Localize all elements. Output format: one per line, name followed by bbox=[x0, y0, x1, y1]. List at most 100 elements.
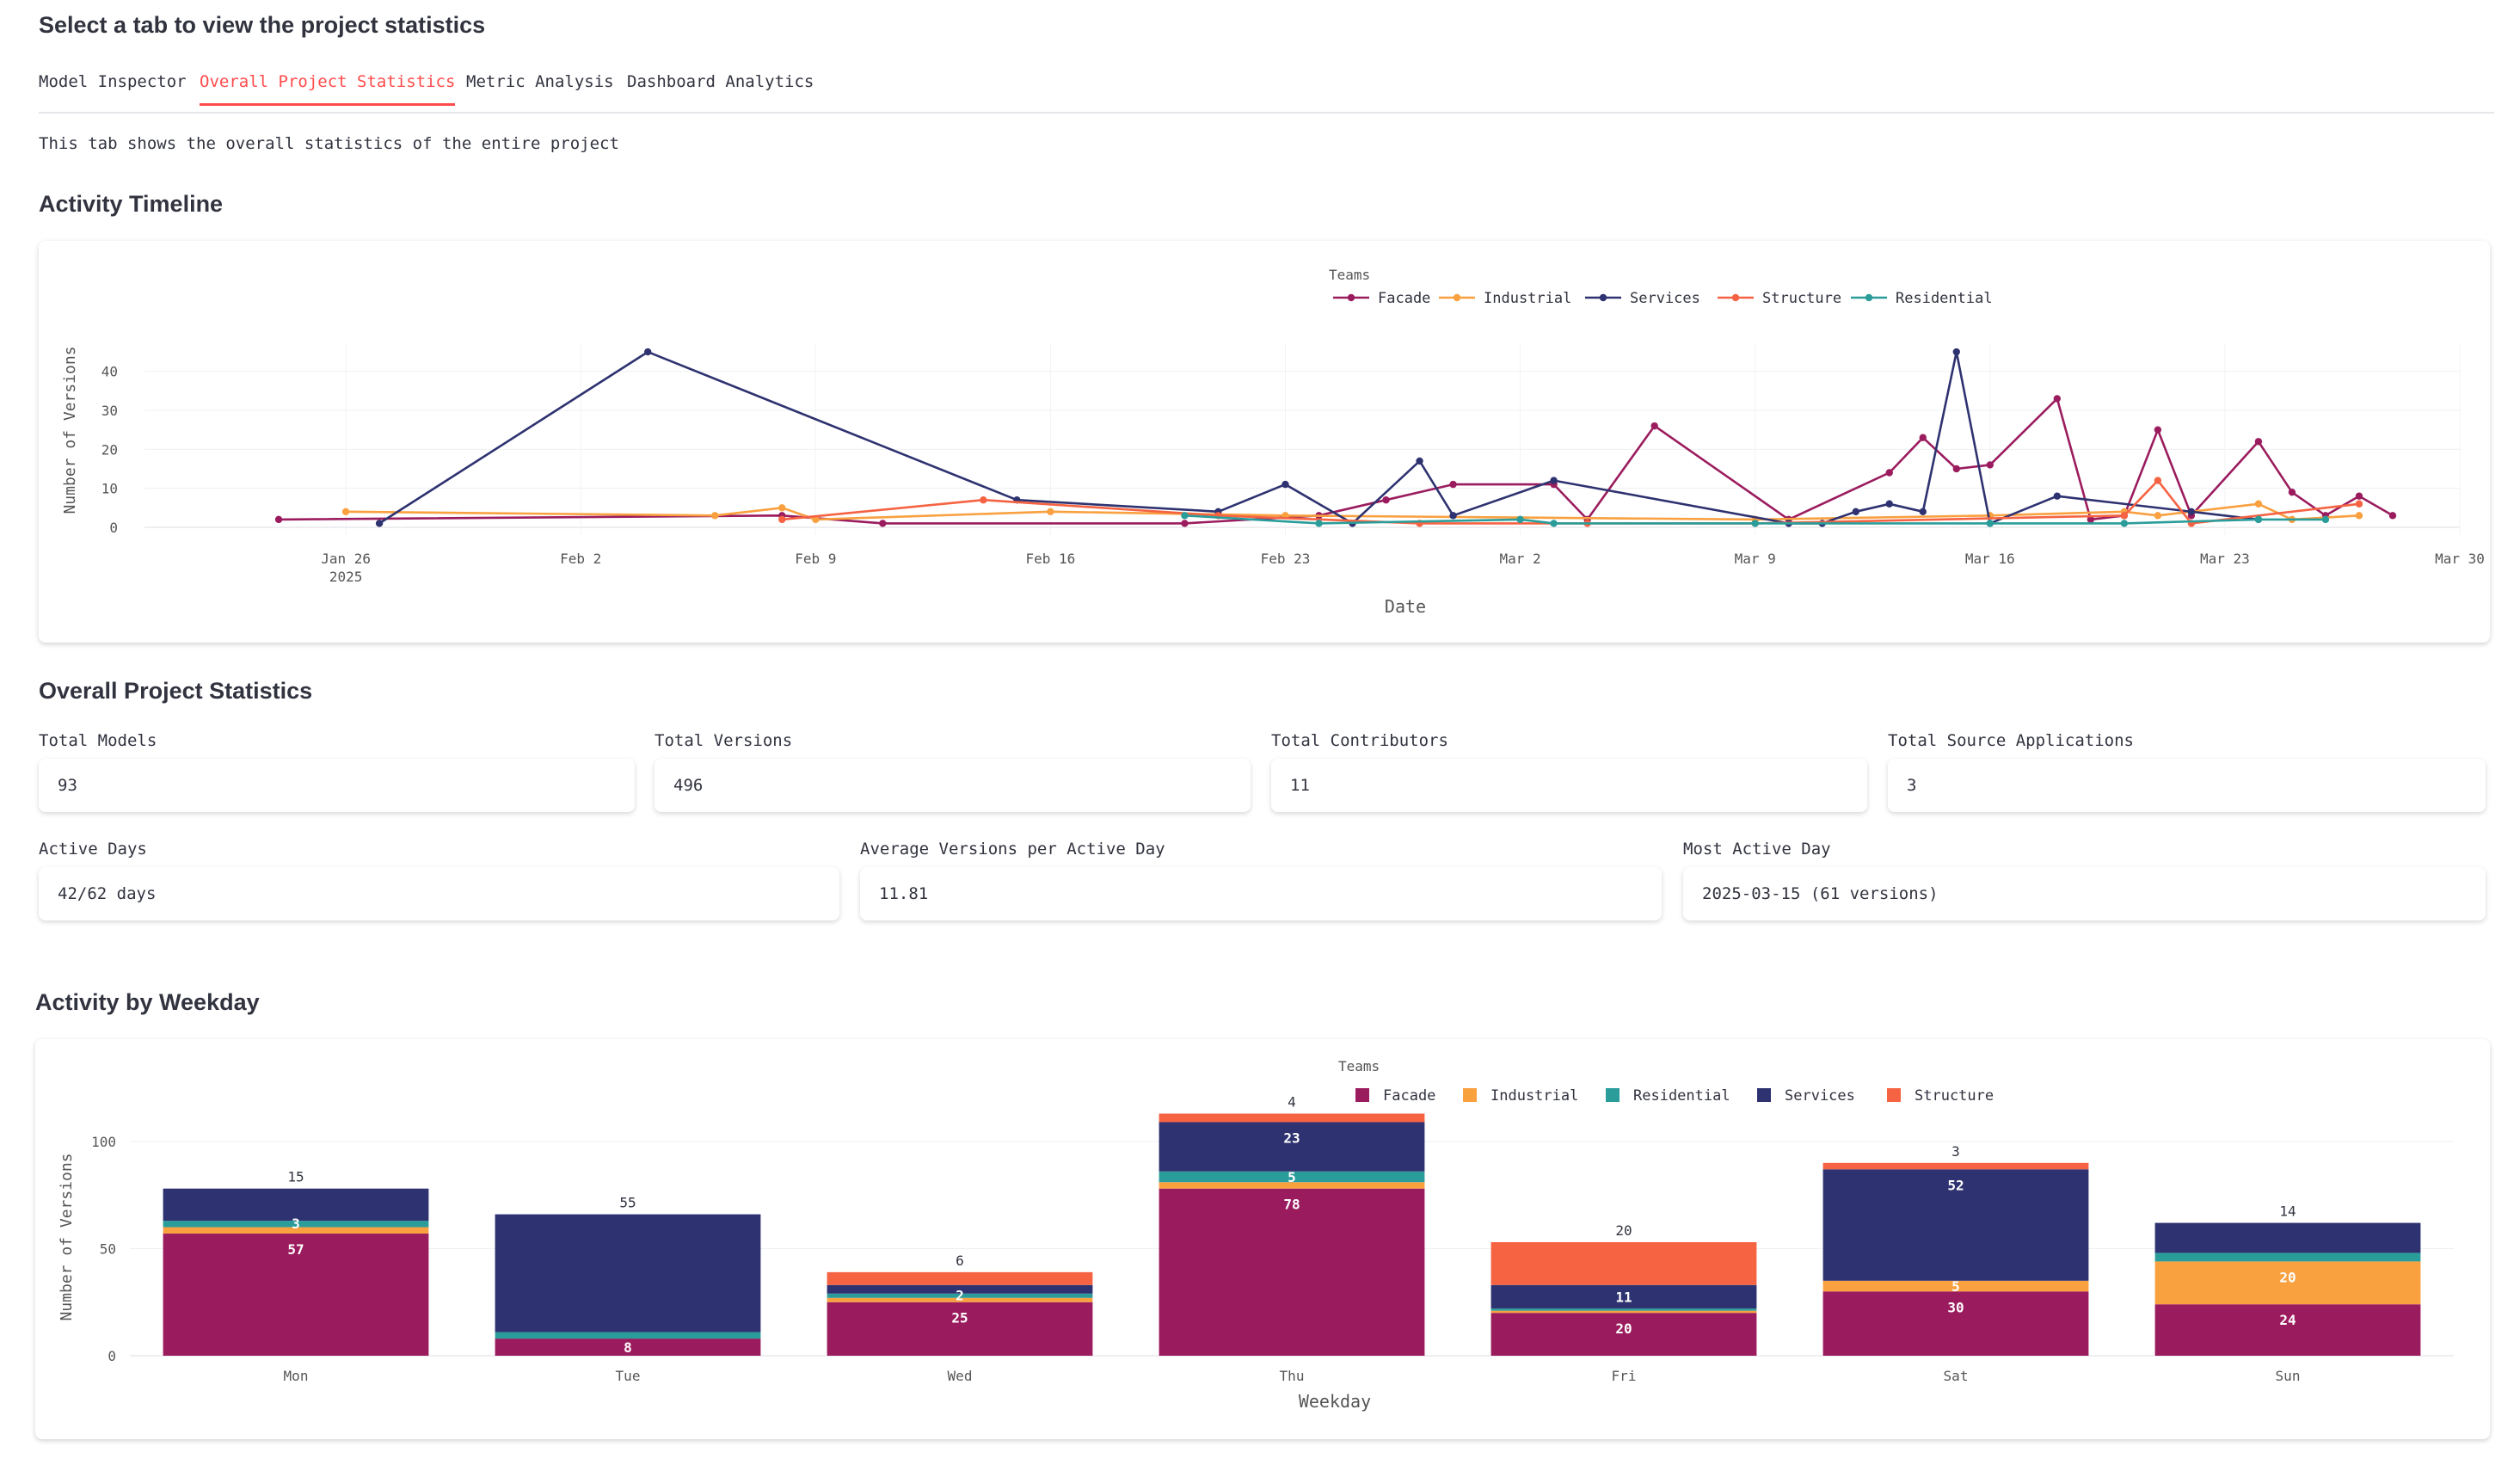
timeline-section-title: Activity Timeline bbox=[39, 191, 224, 217]
data-point-residential bbox=[1516, 515, 1524, 524]
data-point-services bbox=[1282, 480, 1289, 489]
data-point-facade bbox=[1952, 465, 1960, 473]
data-point-facade bbox=[1885, 469, 1893, 477]
legend-item-residential: Residential bbox=[1851, 290, 1993, 307]
bar-segment-tue-facade bbox=[495, 1339, 761, 1356]
tab-dashboard-analytics[interactable]: Dashboard Analytics bbox=[627, 72, 814, 91]
bar-data-label: 6 bbox=[956, 1253, 964, 1269]
data-point-services bbox=[1885, 500, 1893, 508]
data-point-residential bbox=[2120, 520, 2129, 527]
legend-label: Services bbox=[1630, 290, 1700, 307]
bar-data-label: 20 bbox=[1615, 1320, 1632, 1337]
stat-box-total-versions: 496 bbox=[655, 759, 1251, 812]
bar-data-label: 24 bbox=[2279, 1312, 2296, 1328]
data-point-services bbox=[1449, 512, 1457, 520]
legend-label: Services bbox=[1785, 1087, 1855, 1105]
data-point-industrial bbox=[1047, 508, 1054, 516]
legend-marker bbox=[1731, 293, 1740, 302]
bar-data-label: 3 bbox=[292, 1216, 300, 1232]
tab-bar: Model Inspector Overall Project Statisti… bbox=[39, 72, 2494, 114]
x-tick-label: Thu bbox=[1280, 1368, 1305, 1384]
data-point-industrial bbox=[2154, 512, 2162, 520]
bar-data-label: 52 bbox=[1947, 1177, 1964, 1193]
legend-label: Residential bbox=[1633, 1087, 1730, 1105]
tab-model-inspector[interactable]: Model Inspector bbox=[39, 72, 187, 91]
x-tick-label: Mar 9 bbox=[1735, 551, 1776, 567]
bar-segment-sun-industrial bbox=[2154, 1261, 2421, 1305]
legend-label: Industrial bbox=[1484, 290, 1571, 307]
y-tick-label: 50 bbox=[100, 1240, 116, 1257]
legend-marker bbox=[1453, 293, 1461, 302]
bar-segment-mon-facade bbox=[163, 1234, 429, 1356]
bar-data-label: 5 bbox=[1288, 1169, 1296, 1185]
data-point-facade bbox=[1986, 461, 1994, 469]
x-tick-label: Mar 30 bbox=[2435, 551, 2485, 567]
bar-segment-tue-residential bbox=[495, 1332, 761, 1339]
bar-segment-wed-structure bbox=[827, 1271, 1093, 1285]
legend-item-structure: Structure bbox=[1887, 1087, 1994, 1105]
bar-data-label: 20 bbox=[2279, 1269, 2296, 1285]
tab-overall-project-statistics[interactable]: Overall Project Statistics bbox=[200, 72, 456, 106]
x-tick-label: Tue bbox=[616, 1368, 641, 1384]
legend-swatch bbox=[1887, 1088, 1901, 1102]
x-tick-label: Wed bbox=[948, 1368, 973, 1384]
data-point-services bbox=[644, 348, 652, 356]
data-point-services bbox=[1416, 457, 1423, 465]
y-tick-label: 0 bbox=[109, 520, 118, 536]
bar-segment-sun-services bbox=[2154, 1222, 2421, 1253]
data-point-facade bbox=[2288, 488, 2296, 496]
legend-item-industrial: Industrial bbox=[1439, 290, 1571, 307]
bar-data-label: 25 bbox=[951, 1310, 968, 1326]
x-tick-label: Mar 23 bbox=[2200, 551, 2250, 567]
x-tick-label: Jan 26 bbox=[321, 551, 371, 567]
bar-segment-fri-services bbox=[1490, 1284, 1757, 1309]
x-tick-label: Mon bbox=[284, 1368, 309, 1384]
stat-value-total-source-applications: 3 bbox=[1907, 776, 1917, 795]
stat-label-active-days: Active Days bbox=[39, 840, 147, 859]
x-tick-label: Sun bbox=[2276, 1368, 2301, 1384]
legend-label: Facade bbox=[1383, 1087, 1435, 1105]
data-point-services bbox=[1919, 508, 1927, 516]
legend-item-industrial: Industrial bbox=[1463, 1087, 1578, 1105]
legend-label: Facade bbox=[1378, 290, 1430, 307]
data-point-facade bbox=[1382, 496, 1390, 504]
data-point-structure bbox=[2120, 512, 2129, 520]
y-tick-label: 10 bbox=[101, 481, 118, 497]
bar-segment-thu-structure bbox=[1159, 1113, 1425, 1123]
data-point-residential bbox=[1550, 520, 1558, 527]
data-point-facade bbox=[879, 520, 887, 527]
tab-metric-analysis[interactable]: Metric Analysis bbox=[466, 72, 614, 91]
bar-data-label: 20 bbox=[1615, 1222, 1632, 1239]
legend-label: Residential bbox=[1896, 290, 1993, 307]
bar-segment-fri-structure bbox=[1490, 1241, 1757, 1285]
bar-segment-mon-residential bbox=[163, 1221, 429, 1228]
y-axis-title: Number of Versions bbox=[58, 1153, 76, 1320]
stat-box-active-days: 42/62 days bbox=[39, 867, 839, 920]
stat-label-total-source-applications: Total Source Applications bbox=[1888, 731, 2134, 750]
bar-segment-sat-facade bbox=[1822, 1291, 2089, 1356]
stat-label-average-versions: Average Versions per Active Day bbox=[860, 840, 1165, 859]
y-tick-label: 20 bbox=[101, 441, 118, 458]
data-point-facade bbox=[274, 515, 283, 524]
stat-value-most-active-day: 2025-03-15 (61 versions) bbox=[1702, 884, 1939, 903]
legend-label: Structure bbox=[1762, 290, 1841, 307]
legend-item-facade: Facade bbox=[1355, 1087, 1435, 1105]
data-point-industrial bbox=[812, 515, 820, 524]
data-point-structure bbox=[2355, 500, 2363, 508]
bar-segment-wed-facade bbox=[827, 1302, 1093, 1356]
legend-item-services: Services bbox=[1585, 290, 1700, 307]
data-point-facade bbox=[2053, 395, 2062, 403]
x-tick-label: Fri bbox=[1612, 1368, 1637, 1384]
bar-data-label: 2 bbox=[956, 1287, 964, 1303]
bar-segment-tue-services bbox=[495, 1214, 761, 1333]
weekday-chart-card: 0 50 100 57 3 15 Mon 8 55 Tue 25 2 6 Wed 78 5 23 4 Thu 20 11… bbox=[35, 1039, 2490, 1439]
data-point-structure bbox=[2154, 477, 2162, 484]
x-tick-label: Sat bbox=[1944, 1368, 1969, 1384]
data-point-industrial bbox=[341, 508, 350, 516]
data-point-services bbox=[1952, 348, 1960, 356]
bar-segment-thu-residential bbox=[1159, 1171, 1425, 1183]
legend-item-residential: Residential bbox=[1606, 1087, 1730, 1105]
bar-segment-thu-facade bbox=[1159, 1188, 1425, 1356]
stat-label-total-versions: Total Versions bbox=[655, 731, 793, 750]
bar-data-label: 11 bbox=[1615, 1289, 1632, 1306]
